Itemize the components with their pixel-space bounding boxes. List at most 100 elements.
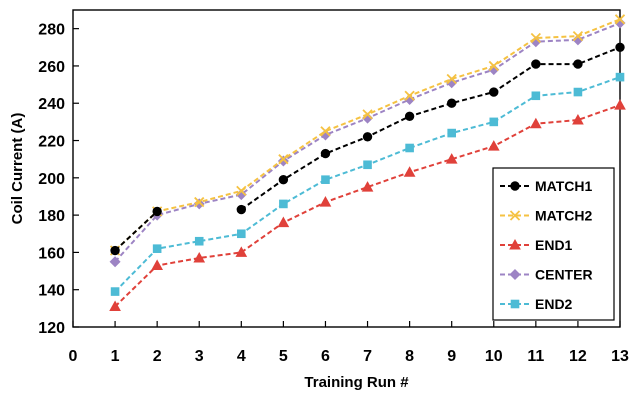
legend-label: MATCH2 [535, 208, 593, 224]
plot-border [72, 9, 621, 328]
data-point-end1 [151, 259, 164, 270]
x-axis-title: Training Run # [304, 374, 409, 391]
data-point-end1 [361, 181, 374, 192]
data-point-match2 [362, 109, 373, 120]
y-tick-label: 120 [38, 320, 65, 337]
series-match1 [110, 42, 625, 256]
data-point-end2 [110, 287, 120, 296]
data-point-match2 [530, 32, 541, 44]
data-point-match2 [236, 185, 247, 197]
data-point-match2 [488, 60, 499, 72]
y-tick-label: 280 [38, 22, 65, 39]
legend-marker [510, 299, 520, 309]
data-point-end2 [447, 128, 456, 138]
data-point-match2 [446, 73, 457, 85]
data-point-match1 [404, 111, 415, 121]
data-point-match2 [320, 126, 331, 137]
data-point-end2 [152, 244, 162, 253]
data-point-end1 [193, 251, 206, 263]
data-point-end2 [237, 229, 246, 239]
data-point-end2 [279, 199, 288, 209]
series-match2 [109, 14, 626, 256]
y-tick-label: 260 [38, 59, 65, 76]
data-point-end1 [403, 166, 416, 177]
x-tick-label: 5 [279, 348, 288, 365]
series-line-match1 [114, 46, 621, 252]
x-tick-label: 13 [611, 348, 629, 365]
y-tick-label: 160 [38, 245, 65, 262]
legend-label: MATCH1 [535, 178, 593, 194]
data-point-end1 [487, 140, 500, 151]
data-point-match1 [152, 206, 162, 217]
y-tick-label: 200 [38, 171, 65, 188]
legend-item-match1: MATCH1 [500, 178, 593, 194]
data-point-match1 [110, 245, 120, 256]
x-tick-label: 6 [321, 348, 330, 365]
legend-item-match2: MATCH2 [500, 208, 593, 224]
y-axis-title: Coil Current (A) [9, 113, 26, 225]
data-point-end2 [363, 160, 372, 170]
data-point-match2 [404, 90, 415, 101]
x-tick-label: 4 [237, 348, 246, 365]
data-point-end1 [109, 300, 121, 311]
x-tick-label: 12 [569, 348, 587, 365]
x-tick-label: 3 [195, 348, 204, 365]
data-point-match1 [446, 98, 457, 108]
y-tick-label: 220 [38, 134, 65, 151]
legend-label: END1 [535, 237, 573, 253]
legend: MATCH1 MATCH2 END1 CENTER END2 [492, 167, 615, 321]
data-point-end2 [531, 91, 541, 101]
series-layer [109, 14, 626, 311]
legend-item-end1: END1 [500, 237, 573, 253]
y-tick-label: 240 [38, 96, 65, 113]
x-tick-label: 0 [69, 348, 78, 365]
data-point-end2 [194, 236, 204, 246]
x-tick-label: 7 [363, 348, 372, 365]
data-point-match2 [572, 30, 584, 42]
data-point-end2 [489, 117, 499, 127]
x-tick-label: 10 [485, 348, 503, 365]
series-end1 [109, 99, 626, 311]
x-tick-label: 9 [447, 348, 456, 365]
legend-marker [509, 238, 521, 250]
legend-label: CENTER [535, 267, 593, 283]
x-tick-label: 2 [153, 348, 162, 365]
x-tick-label: 8 [405, 348, 414, 365]
data-point-end1 [529, 117, 542, 129]
data-point-end2 [405, 143, 414, 153]
data-point-end1 [235, 246, 248, 257]
data-point-match1 [573, 59, 583, 69]
data-point-end2 [321, 175, 330, 184]
data-point-end2 [615, 72, 625, 82]
legend-marker [509, 268, 521, 281]
y-axis-ticks: 120 140 160 180 200 220 240 260 280 [38, 22, 79, 337]
data-point-match2 [278, 154, 289, 165]
x-axis-ticks: 0 1 2 3 4 5 6 7 8 9 10 11 12 13 [69, 321, 629, 365]
data-point-end2 [573, 87, 583, 97]
data-point-match1 [278, 174, 289, 185]
y-tick-label: 140 [38, 283, 65, 300]
data-point-match1 [531, 59, 541, 69]
data-point-end1 [319, 196, 332, 207]
data-point-match2 [614, 14, 626, 25]
data-point-end1 [614, 99, 626, 110]
x-tick-label: 1 [111, 348, 120, 365]
data-point-end1 [277, 216, 290, 228]
data-point-end1 [445, 153, 458, 164]
y-tick-label: 180 [38, 208, 65, 225]
data-point-match2 [194, 196, 205, 208]
legend-marker [510, 181, 520, 191]
data-point-end1 [572, 113, 584, 125]
legend-label: END2 [535, 296, 573, 312]
legend-marker [509, 210, 521, 221]
x-tick-label: 11 [527, 348, 544, 365]
plot-frame [72, 9, 621, 328]
data-point-center [277, 155, 289, 167]
legend-item-center: CENTER [500, 267, 593, 283]
data-point-match1 [236, 204, 247, 215]
data-point-match1 [362, 132, 373, 142]
data-point-center [109, 256, 121, 268]
data-point-match1 [489, 87, 499, 97]
data-point-match1 [320, 148, 331, 159]
